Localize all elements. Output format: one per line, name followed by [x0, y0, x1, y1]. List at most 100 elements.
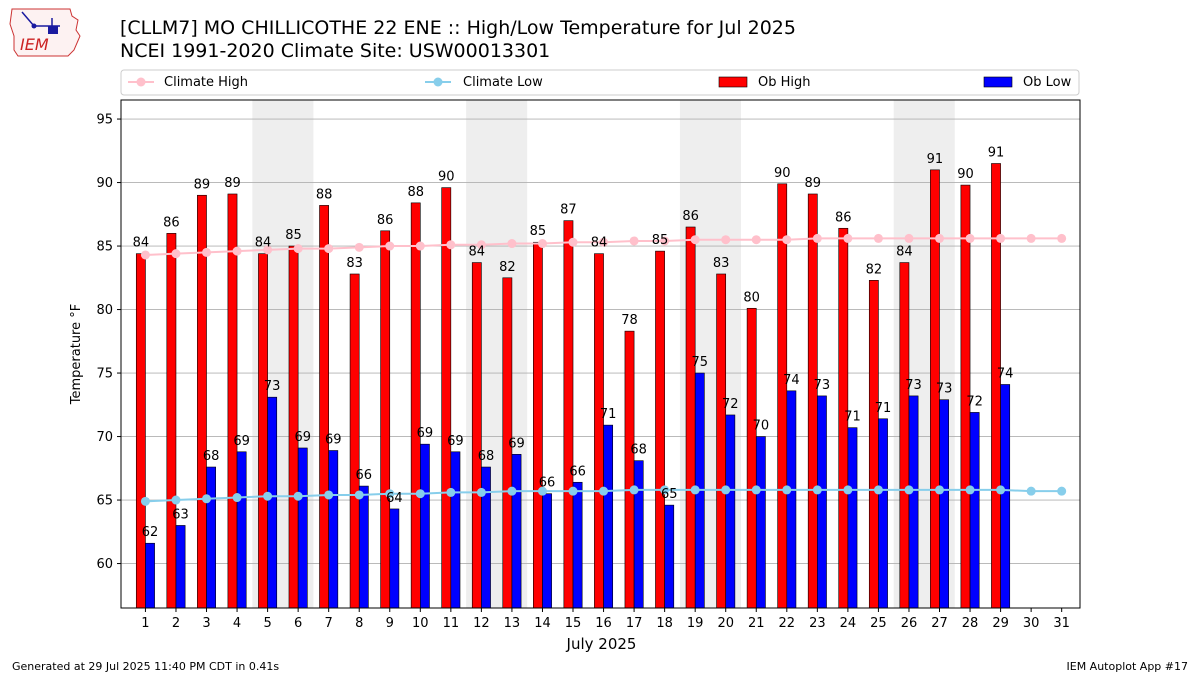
x-tick-label: 17 [626, 616, 643, 631]
climate-high-point [568, 237, 578, 247]
climate-high-point [935, 233, 945, 243]
ob-high-label: 87 [560, 203, 577, 218]
climate-high-point [660, 236, 670, 246]
ob-low-bar [267, 396, 278, 609]
climate-low-point [965, 485, 975, 495]
ob-high-label: 86 [377, 213, 394, 228]
climate-low-point [446, 487, 456, 497]
x-tick-label: 10 [412, 616, 429, 631]
y-tick-label: 75 [96, 367, 113, 382]
x-tick-label: 2 [172, 616, 180, 631]
ob-high-bar [410, 202, 421, 609]
climate-low-point [904, 485, 914, 495]
climate-high-point [171, 249, 181, 259]
x-tick-label: 11 [443, 616, 460, 631]
climate-low-point [293, 491, 303, 501]
x-tick-label: 20 [717, 616, 734, 631]
ob-low-bar [847, 427, 858, 609]
climate-low-point [996, 485, 1006, 495]
generated-timestamp: Generated at 29 Jul 2025 11:40 PM CDT in… [12, 660, 280, 673]
x-tick-label: 1 [141, 616, 149, 631]
ob-high-label: 82 [866, 262, 883, 277]
x-tick-label: 14 [534, 616, 551, 631]
climate-low-point [751, 485, 761, 495]
ob-low-label: 75 [691, 355, 708, 370]
climate-low-point [629, 485, 639, 495]
ob-high-label: 86 [682, 209, 699, 224]
ob-low-bar [664, 504, 675, 609]
x-tick-label: 9 [386, 616, 394, 631]
x-tick-label: 15 [565, 616, 582, 631]
ob-high-label: 86 [835, 210, 852, 225]
ob-high-bar [868, 280, 879, 609]
y-tick-label: 60 [96, 557, 113, 572]
ob-high-label: 84 [591, 236, 608, 251]
ob-low-label: 73 [905, 378, 922, 393]
ob-high-bar [258, 253, 268, 609]
ob-low-label: 69 [508, 436, 525, 451]
ob-high-label: 80 [743, 290, 760, 305]
ob-high-label: 78 [621, 313, 638, 328]
ob-high-bar [319, 205, 329, 609]
ob-low-bar [603, 424, 614, 609]
climate-high-point [599, 237, 609, 247]
x-tick-label: 22 [779, 616, 796, 631]
ob-high-bar [624, 330, 635, 609]
legend-label: Ob High [758, 75, 811, 90]
ob-low-label: 69 [417, 426, 434, 441]
y-tick-label: 85 [96, 240, 113, 255]
ob-high-label: 89 [194, 177, 211, 192]
legend: Climate High Climate Low Ob High Ob Low [120, 69, 1080, 96]
ob-high-bar [746, 307, 757, 609]
ob-high-bar [777, 183, 788, 609]
ob-low-label: 72 [722, 397, 739, 412]
climate-low-point [843, 485, 853, 495]
ob-low-label: 71 [600, 407, 617, 422]
ob-low-bar [420, 443, 430, 609]
ob-high-bar [471, 262, 482, 609]
x-tick-label: 4 [233, 616, 241, 631]
ob-low-label: 73 [814, 378, 831, 393]
climate-high-point [140, 250, 150, 260]
ob-low-bar [450, 451, 461, 609]
ob-high-bar [197, 194, 207, 609]
ob-high-bar [227, 193, 238, 609]
ob-low-bar [908, 395, 919, 609]
ob-low-bar [175, 525, 186, 609]
ob-low-bar [878, 418, 888, 609]
ob-low-bar [389, 508, 400, 609]
legend-ob-low-swatch [983, 76, 1013, 88]
x-tick-label: 18 [656, 616, 673, 631]
ob-low-label: 69 [233, 434, 250, 449]
ob-low-label: 66 [539, 476, 556, 491]
ob-low-bar [358, 485, 369, 609]
logo-text: IEM [20, 35, 49, 54]
x-tick-label: 31 [1053, 616, 1070, 631]
climate-high-point [446, 240, 456, 250]
chart-subtitle: NCEI 1991-2020 Climate Site: USW00013301 [120, 40, 551, 62]
ob-low-label: 66 [569, 464, 586, 479]
ob-low-bar [786, 390, 797, 609]
ob-low-bar [511, 454, 522, 609]
ob-low-label: 69 [447, 434, 464, 449]
ob-high-bar [594, 253, 604, 609]
legend-label: Climate Low [463, 75, 543, 90]
climate-low-point [202, 494, 212, 504]
plot-frame [120, 99, 1081, 609]
x-tick-label: 24 [840, 616, 857, 631]
ob-high-label: 91 [988, 146, 1005, 161]
x-tick-label: 3 [202, 616, 210, 631]
climate-high-point [965, 233, 975, 243]
climate-high-point [354, 242, 364, 252]
ob-low-label: 68 [478, 449, 495, 464]
ob-high-label: 85 [530, 224, 547, 239]
ob-low-bar [206, 466, 216, 609]
climate-high-point [996, 233, 1006, 243]
y-axis-label: Temperature °F [69, 304, 84, 405]
ob-low-label: 68 [203, 449, 220, 464]
ob-low-label: 62 [142, 525, 159, 540]
climate-high-point [873, 233, 883, 243]
x-tick-label: 6 [294, 616, 302, 631]
climate-low-point [568, 486, 578, 496]
